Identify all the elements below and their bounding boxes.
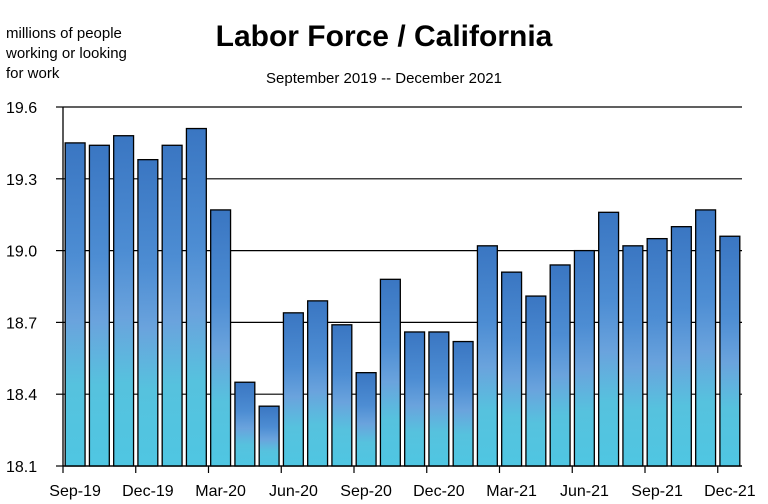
x-tick-label: Sep-19	[49, 483, 101, 500]
x-tick-label: Sep-21	[631, 483, 683, 500]
bar-may-21	[549, 264, 571, 467]
bar-feb-21	[476, 245, 498, 467]
bar-apr-21	[525, 295, 547, 467]
bar-sep-21	[646, 237, 668, 467]
y-axis-label-line-2: working or looking	[6, 45, 127, 62]
bar-nov-21	[695, 209, 717, 467]
bar-jan-21	[452, 340, 474, 467]
bar-mar-20	[210, 209, 232, 467]
y-tick-label: 18.4	[6, 387, 37, 404]
bar-dec-20	[428, 331, 450, 467]
bar-nov-20	[404, 331, 426, 467]
bar-apr-20	[234, 381, 256, 467]
chart-title: Labor Force / California	[215, 20, 553, 53]
x-tick-label: Mar-21	[486, 483, 537, 500]
bar-aug-20	[331, 324, 353, 467]
bar-nov-19	[113, 135, 135, 467]
x-tick-label: Dec-20	[413, 483, 465, 500]
y-tick-label: 19.3	[6, 172, 37, 189]
bar-dec-21	[719, 235, 741, 467]
bar-feb-20	[185, 127, 207, 467]
bar-may-20	[258, 405, 280, 467]
bar-oct-19	[88, 144, 110, 467]
bar-jun-20	[282, 312, 304, 467]
y-tick-label: 18.1	[6, 459, 37, 476]
y-axis-label-line-3: for work	[6, 65, 60, 82]
x-tick-label: Jun-20	[269, 483, 318, 500]
x-tick-label: Sep-20	[340, 483, 392, 500]
x-tick-label: Dec-21	[704, 483, 756, 500]
y-tick-label: 18.7	[6, 315, 37, 332]
x-tick-label: Jun-21	[560, 483, 609, 500]
bar-oct-20	[379, 278, 401, 467]
y-tick-label: 19.0	[6, 244, 37, 261]
y-tick-label: 19.6	[6, 100, 37, 117]
bar-jan-20	[161, 144, 183, 467]
x-tick-label: Mar-20	[195, 483, 246, 500]
bar-dec-19	[137, 158, 159, 467]
chart-subtitle: September 2019 -- December 2021	[266, 70, 502, 87]
bar-mar-21	[501, 271, 523, 467]
bar-sep-19	[64, 142, 86, 467]
x-tick-label: Dec-19	[122, 483, 174, 500]
bar-jul-21	[598, 211, 620, 467]
bar-jul-20	[307, 300, 329, 467]
bar-aug-21	[622, 245, 644, 467]
bar-sep-20	[355, 372, 377, 467]
bar-jun-21	[573, 249, 595, 467]
y-axis-label-line-1: millions of people	[6, 25, 122, 42]
bar-oct-21	[670, 226, 692, 467]
